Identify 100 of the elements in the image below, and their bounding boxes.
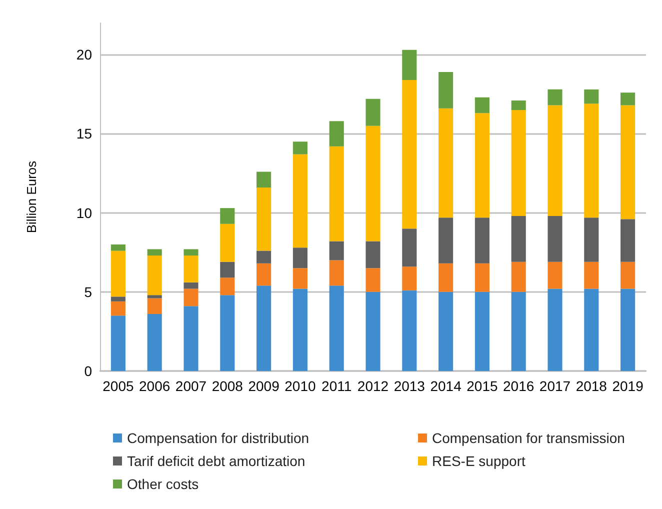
- bar: [438, 292, 454, 371]
- y-tick-label: 20: [76, 46, 92, 63]
- bar: [548, 89, 562, 106]
- legend-label: RES-E support: [432, 453, 526, 469]
- bar: [548, 216, 562, 262]
- bar: [620, 288, 636, 371]
- bar: [184, 288, 198, 306]
- bar: [474, 113, 490, 218]
- bar: [366, 268, 380, 292]
- x-tick-label: 2019: [612, 378, 644, 394]
- bar: [256, 263, 272, 286]
- bar: [329, 146, 344, 242]
- bar: [474, 263, 490, 292]
- legend-label: Compensation for distribution: [127, 430, 310, 446]
- bar: [548, 288, 562, 371]
- bar: [438, 72, 454, 108]
- bar: [292, 248, 308, 268]
- bar: [110, 316, 126, 371]
- bar: [220, 278, 235, 296]
- x-tick-label: 2012: [357, 378, 389, 394]
- x-tick-label: 2016: [503, 378, 534, 394]
- bar: [366, 98, 380, 126]
- y-tick-label: 5: [84, 284, 92, 300]
- x-tick-label: 2018: [576, 378, 608, 394]
- bar: [220, 224, 235, 262]
- bar: [620, 92, 636, 106]
- bar: [438, 218, 454, 264]
- bar: [511, 292, 526, 371]
- bar: [256, 250, 272, 264]
- bar: [220, 208, 235, 224]
- bar: [147, 314, 162, 371]
- bar: [548, 262, 562, 289]
- bar: [292, 154, 308, 248]
- bar: [184, 256, 198, 282]
- bar: [584, 104, 599, 218]
- bar: [474, 292, 490, 371]
- x-tick-label: 2009: [248, 378, 280, 394]
- x-tick-label: 2013: [394, 378, 426, 394]
- bar: [147, 256, 162, 296]
- bar: [620, 219, 636, 262]
- bar: [438, 108, 454, 218]
- bar: [256, 172, 272, 188]
- x-tick-label: 2005: [102, 378, 134, 394]
- x-tick-label: 2007: [175, 378, 207, 394]
- bar: [366, 126, 380, 242]
- y-tick-label: 15: [76, 126, 92, 142]
- bar: [511, 110, 526, 216]
- bar: [438, 263, 454, 292]
- bar: [184, 249, 198, 256]
- bar: [292, 142, 308, 154]
- bar: [147, 298, 162, 314]
- bar: [256, 286, 272, 371]
- bar: [584, 262, 599, 289]
- bar: [584, 89, 599, 104]
- bar: [220, 262, 235, 278]
- bar: [366, 241, 380, 268]
- bar: [584, 218, 599, 262]
- bar: [329, 241, 344, 260]
- bar: [147, 295, 162, 298]
- bar: [511, 216, 526, 262]
- legend-label: Compensation for transmission: [432, 430, 625, 446]
- y-tick-label: 10: [76, 204, 92, 221]
- bar: [620, 262, 636, 289]
- bar: [292, 268, 308, 289]
- bar: [584, 288, 599, 371]
- x-tick-label: 2017: [539, 378, 571, 394]
- bar: [292, 288, 308, 371]
- bar: [147, 249, 162, 256]
- x-tick-label: 2011: [322, 378, 352, 394]
- bar: [402, 80, 417, 229]
- y-tick-label: 0: [84, 363, 92, 379]
- bar: [620, 105, 636, 220]
- bar: [402, 50, 417, 80]
- bar: [511, 262, 526, 292]
- bar: [329, 260, 344, 286]
- bar: [402, 266, 417, 290]
- bar: [110, 296, 126, 302]
- bar: [110, 250, 126, 297]
- x-tick-label: 2010: [284, 378, 316, 394]
- bar: [402, 290, 417, 371]
- bar: [474, 97, 490, 114]
- bar: [110, 244, 126, 251]
- bar: [329, 121, 344, 146]
- x-tick-label: 2015: [466, 378, 498, 394]
- x-tick-label: 2008: [212, 378, 244, 394]
- bar: [329, 286, 344, 371]
- bar: [511, 100, 526, 110]
- legend-label: Other costs: [127, 476, 199, 492]
- bar: [220, 295, 235, 371]
- bar: [184, 282, 198, 289]
- bar: [256, 188, 272, 251]
- x-tick-label: 2006: [139, 378, 170, 394]
- bar: [366, 292, 380, 371]
- bar: [110, 301, 126, 316]
- bar: [548, 105, 562, 216]
- bar: [184, 306, 198, 371]
- y-axis-title: Billion Euros: [24, 160, 39, 234]
- legend-label: Tarif deficit debt amortization: [127, 453, 306, 469]
- x-tick-label: 2014: [430, 378, 462, 394]
- bar: [474, 218, 490, 264]
